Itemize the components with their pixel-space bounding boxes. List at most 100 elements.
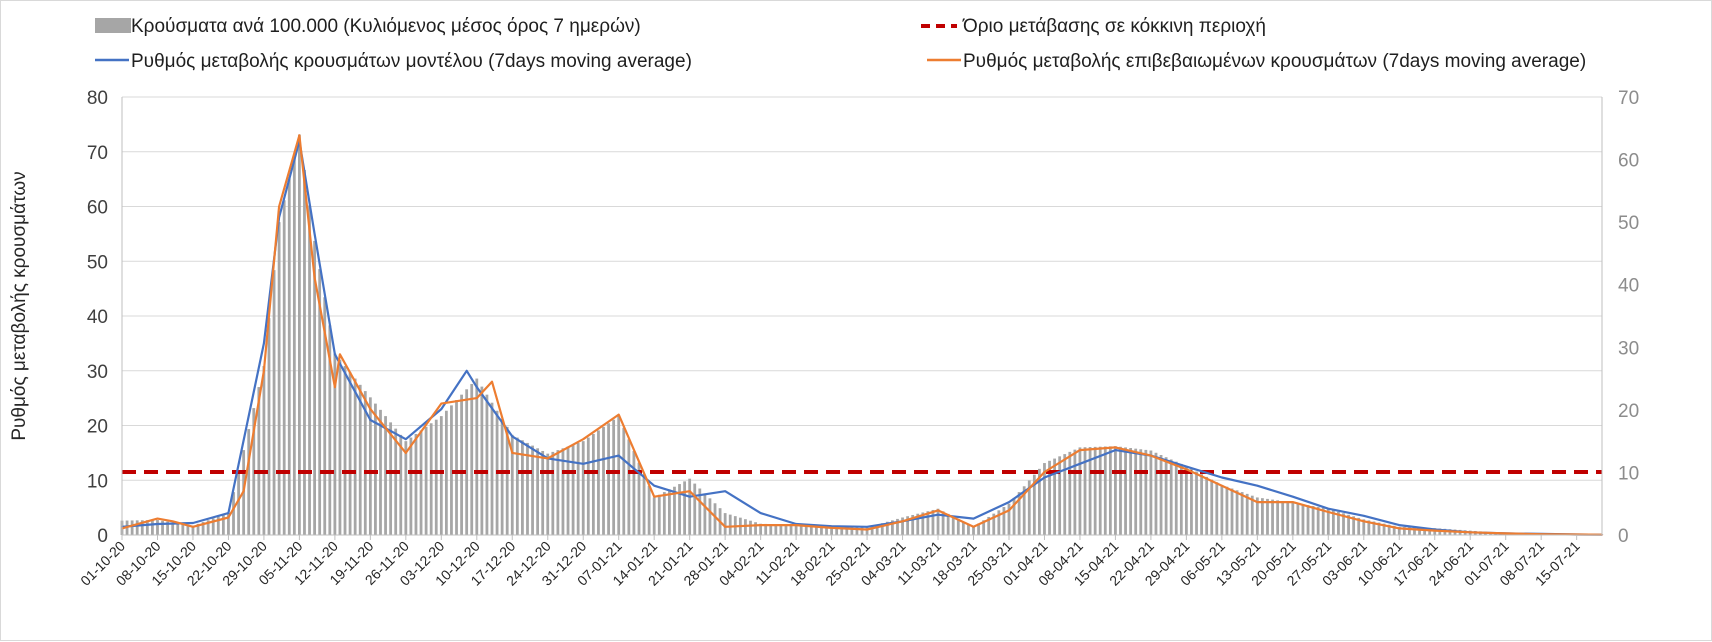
bar-mark [399,435,402,535]
bar-mark [1261,498,1264,535]
confirmed-line-point [299,135,301,137]
confirmed-line-point [334,386,336,388]
confirmed-line-point [370,408,372,410]
bar-mark [1312,506,1315,535]
bar-mark [622,428,625,535]
bar-mark [475,379,478,535]
confirmed-line-point [582,438,584,440]
line-series [121,135,1603,536]
y-tick-label: 80 [87,88,108,109]
bar-mark [947,514,950,535]
bar-mark [1094,447,1097,535]
bar-mark [460,395,463,535]
bar-mark [1266,499,1269,535]
bar-mark [556,450,559,535]
confirmed-line-point [243,490,245,492]
model-line-point [228,512,230,514]
bar-mark [1281,501,1284,535]
y-tick-label: 40 [87,307,108,328]
y2-tick-label: 40 [1618,276,1639,297]
model-line-point [866,526,868,528]
confirmed-line-point [441,403,443,405]
bar-mark [420,430,423,535]
confirmed-line-point [1328,511,1330,513]
bar-mark [1317,507,1320,535]
model-line-point [653,485,655,487]
bar-mark [1302,504,1305,535]
model-line-point [405,438,407,440]
bar-mark [724,513,727,535]
bar-mark [465,389,468,535]
bar-mark [937,509,940,535]
y-tick-label: 30 [87,362,108,383]
confirmed-line-point [1008,510,1010,512]
bar-mark [1190,469,1193,535]
bar-mark [288,178,291,535]
bar-mark [1210,480,1213,535]
bar-mark [480,387,483,535]
model-line-point [370,419,372,421]
bar-mark [1165,457,1168,535]
confirmed-line-point [1221,485,1223,487]
bar-mark [440,416,443,535]
bar-mark [1286,502,1289,535]
bar-mark [1251,496,1254,535]
bar-mark [247,429,250,535]
bar-mark [491,403,494,535]
bar-mark [703,493,706,535]
bar-mark [1231,489,1234,535]
bar-mark [1150,451,1153,535]
bar-mark [410,438,413,535]
model-line-point [466,370,468,372]
bar-mark [273,270,276,535]
confirmed-line-point [1292,501,1294,503]
model-line-point [511,436,513,438]
bar-mark [308,205,311,535]
model-line-point [441,408,443,410]
tick-labels: 0102030405060708001020304050607001-10-20… [77,88,1639,589]
confirmed-line-point [511,452,513,454]
confirmed-line-point [1150,455,1152,457]
confirmed-line-point [760,524,762,526]
confirmed-line-point [547,458,549,460]
bar-mark [1170,459,1173,535]
bar-mark [1276,500,1279,535]
bar-mark [263,366,266,535]
model-line-point [1008,501,1010,503]
model-line-point [1044,477,1046,479]
bar-mark [612,420,615,535]
bar-mark [384,416,387,535]
bar-mark [1053,459,1056,535]
confirmed-line-point [491,381,493,383]
bar-mark [455,400,458,535]
y-tick-label: 70 [87,143,108,164]
bar-mark [1180,464,1183,535]
bar-mark [283,200,286,535]
model-line-point [1186,466,1188,468]
bar-mark [653,497,656,535]
bar-mark [298,135,301,535]
bar-mark [754,522,757,535]
model-line-point [1363,515,1365,517]
bar-mark [470,384,473,535]
model-line-point [1292,496,1294,498]
bar-mark [1241,492,1244,535]
confirmed-line-point [1186,469,1188,471]
bar-series [121,135,1604,535]
confirmed-line-point [1044,471,1046,473]
y-tick-label: 60 [87,198,108,219]
confirmed-line-point [1398,528,1400,530]
bar-mark [1063,454,1066,535]
bar-mark [1307,505,1310,535]
model-line-point [937,514,939,516]
bar-mark [1058,456,1061,535]
bar-mark [592,434,595,535]
confirmed-line-point [192,526,194,528]
bar-mark [1114,446,1117,535]
model-line-point [1115,449,1117,451]
model-line-point [1398,524,1400,526]
legend-swatch-bars [95,18,131,33]
bar-mark [1215,482,1218,535]
y2-tick-label: 0 [1618,526,1629,547]
